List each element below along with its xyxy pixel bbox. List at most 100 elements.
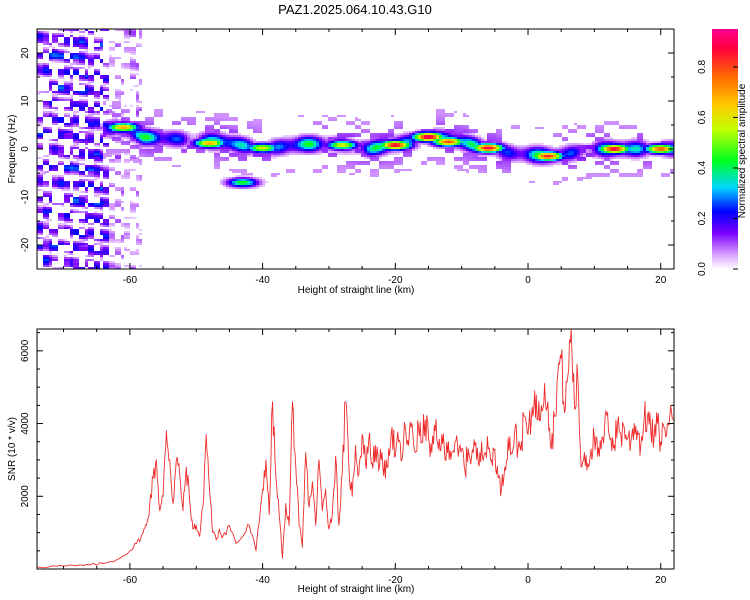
heatmap-cell	[529, 153, 532, 155]
heatmap-cell	[640, 149, 643, 151]
heatmap-cell	[88, 165, 91, 167]
heatmap-cell	[58, 215, 61, 217]
heatmap-cell	[217, 139, 220, 141]
heatmap-cell	[436, 123, 439, 125]
heatmap-cell	[79, 149, 82, 151]
heatmap-cell	[169, 159, 172, 161]
heatmap-cell	[184, 137, 187, 139]
heatmap-cell	[412, 147, 415, 149]
heatmap-cell	[304, 137, 307, 139]
heatmap-cell	[115, 159, 118, 161]
heatmap-cell	[73, 57, 76, 59]
heatmap-cell	[220, 127, 223, 129]
heatmap-cell	[460, 135, 463, 137]
heatmap-cell	[82, 109, 85, 111]
heatmap-cell	[127, 129, 130, 131]
heatmap-cell	[250, 123, 253, 125]
heatmap-cell	[97, 213, 100, 215]
heatmap-cell	[442, 135, 445, 137]
heatmap-cell	[79, 39, 82, 41]
heatmap-cell	[121, 257, 124, 259]
heatmap-cell	[223, 181, 226, 183]
heatmap-cell	[40, 173, 43, 175]
heatmap-cell	[514, 145, 517, 147]
heatmap-cell	[64, 189, 67, 191]
heatmap-cell	[178, 147, 181, 149]
heatmap-cell	[61, 43, 64, 45]
heatmap-cell	[235, 147, 238, 149]
heatmap-cell	[55, 183, 58, 185]
heatmap-cell	[502, 165, 505, 167]
heatmap-cell	[70, 253, 73, 255]
heatmap-cell	[133, 85, 136, 87]
heatmap-cell	[454, 167, 457, 169]
heatmap-cell	[559, 161, 562, 163]
heatmap-cell	[112, 115, 115, 117]
heatmap-cell	[637, 155, 640, 157]
heatmap-cell	[40, 175, 43, 177]
heatmap-cell	[64, 73, 67, 75]
heatmap-cell	[139, 239, 142, 241]
heatmap-cell	[532, 145, 535, 147]
heatmap-cell	[400, 161, 403, 163]
heatmap-cell	[271, 147, 274, 149]
heatmap-cell	[79, 163, 82, 165]
heatmap-cell	[358, 161, 361, 163]
heatmap-cell	[571, 151, 574, 153]
heatmap-cell	[430, 159, 433, 161]
heatmap-cell	[76, 123, 79, 125]
heatmap-cell	[94, 215, 97, 217]
heatmap-cell	[391, 167, 394, 169]
heatmap-cell	[58, 267, 61, 269]
heatmap-cell	[112, 239, 115, 241]
heatmap-cell	[148, 117, 151, 119]
heatmap-cell	[250, 153, 253, 155]
heatmap-cell	[334, 143, 337, 145]
heatmap-cell	[55, 181, 58, 183]
heatmap-cell	[313, 143, 316, 145]
heatmap-cell	[370, 135, 373, 137]
heatmap-cell	[643, 147, 646, 149]
heatmap-cell	[193, 133, 196, 135]
heatmap-cell	[532, 181, 535, 183]
heatmap-cell	[475, 135, 478, 137]
heatmap-cell	[46, 205, 49, 207]
heatmap-cell	[568, 161, 571, 163]
heatmap-cell	[79, 63, 82, 65]
heatmap-cell	[355, 153, 358, 155]
heatmap-cell	[61, 183, 64, 185]
heatmap-cell	[307, 149, 310, 151]
heatmap-cell	[157, 131, 160, 133]
heatmap-cell	[37, 233, 40, 235]
heatmap-cell	[85, 121, 88, 123]
heatmap-cell	[49, 253, 52, 255]
heatmap-cell	[538, 157, 541, 159]
heatmap-cell	[412, 139, 415, 141]
heatmap-cell	[133, 143, 136, 145]
heatmap-cell	[526, 161, 529, 163]
heatmap-cell	[49, 101, 52, 103]
heatmap-cell	[49, 219, 52, 221]
heatmap-cell	[496, 163, 499, 165]
heatmap-cell	[157, 145, 160, 147]
heatmap-cell	[250, 137, 253, 139]
heatmap-cell	[223, 159, 226, 161]
heatmap-cell	[166, 141, 169, 143]
heatmap-cell	[634, 157, 637, 159]
heatmap-cell	[73, 229, 76, 231]
heatmap-cell	[73, 197, 76, 199]
heatmap-cell	[340, 171, 343, 173]
heatmap-cell	[439, 163, 442, 165]
heatmap-cell	[58, 43, 61, 45]
heatmap-cell	[337, 169, 340, 171]
heatmap-cell	[202, 135, 205, 137]
heatmap-cell	[88, 185, 91, 187]
heatmap-cell	[328, 155, 331, 157]
heatmap-cell	[91, 173, 94, 175]
heatmap-cell	[40, 119, 43, 121]
heatmap-cell	[619, 145, 622, 147]
heatmap-cell	[223, 113, 226, 115]
heatmap-cell	[49, 57, 52, 59]
heatmap-cell	[58, 71, 61, 73]
heatmap-cell	[82, 175, 85, 177]
